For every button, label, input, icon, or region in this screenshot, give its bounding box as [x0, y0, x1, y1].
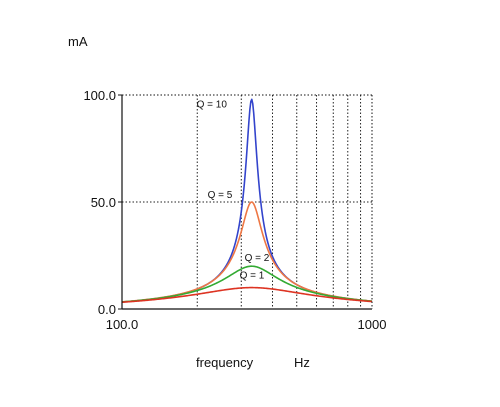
y-tick-label: 0.0 — [98, 302, 116, 317]
series-label: Q = 5 — [208, 190, 233, 201]
series-layer — [121, 98, 373, 304]
series-label: Q = 2 — [245, 253, 270, 264]
series-label-layer: Q = 10 Q = 5 Q = 2 Q = 1 — [197, 99, 270, 281]
y-axis-unit-label: mA — [68, 34, 88, 49]
x-axis-unit-label: Hz — [294, 355, 310, 370]
x-tick-label: 1000 — [358, 317, 387, 332]
grid-layer — [122, 94, 372, 309]
series-label: Q = 1 — [240, 271, 265, 282]
series-line — [121, 265, 373, 303]
y-tick-label: 50.0 — [91, 195, 116, 210]
series-line — [121, 286, 373, 304]
x-tick-label: 100.0 — [106, 317, 139, 332]
axes-layer: 0.0 50.0 100.0 100.0 1000 — [83, 88, 386, 332]
x-axis-label: frequency — [196, 355, 254, 370]
series-label: Q = 10 — [197, 99, 228, 110]
y-tick-label: 100.0 — [83, 88, 116, 103]
